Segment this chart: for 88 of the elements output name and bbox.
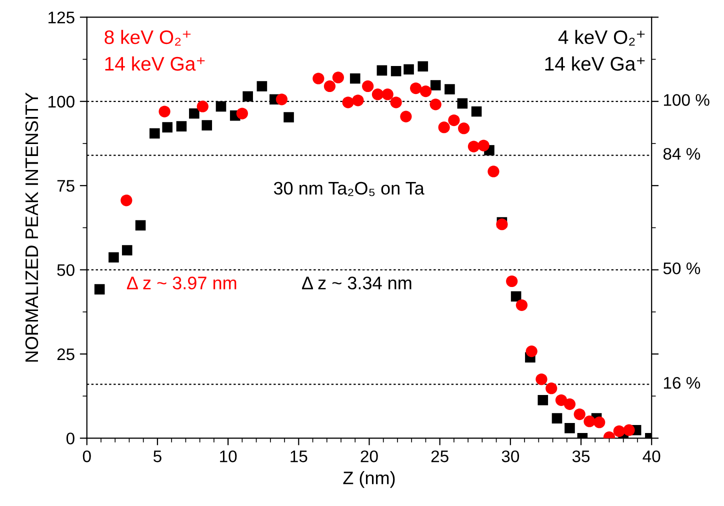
- point: [516, 299, 528, 311]
- point: [418, 61, 428, 72]
- point: [594, 416, 606, 428]
- point: [342, 96, 354, 108]
- ref-line-label: 84 %: [663, 148, 700, 160]
- point: [390, 66, 402, 76]
- point: [372, 88, 384, 100]
- point: [448, 114, 460, 126]
- annotation: Δ z ~ 3.97 nm: [126, 276, 236, 290]
- x-tick-label: 35: [572, 450, 590, 462]
- point: [506, 275, 518, 288]
- point: [350, 73, 360, 84]
- series-label: 8 keV O₂⁺ 14 keV Ga⁺: [104, 30, 205, 71]
- point: [552, 413, 562, 424]
- point: [546, 382, 558, 394]
- point: [574, 408, 586, 420]
- x-tick-label: 10: [220, 450, 237, 462]
- point: [430, 80, 441, 90]
- point: [457, 98, 468, 109]
- point: [478, 140, 490, 152]
- text: 4 keV O₂⁺ 14 keV Ga⁺: [545, 30, 645, 71]
- point: [376, 65, 388, 76]
- point: [564, 422, 575, 434]
- point: [216, 101, 226, 112]
- point: [135, 220, 146, 230]
- x-tick-label: 0: [82, 450, 91, 462]
- point: [332, 72, 344, 84]
- y-tick-label: 50: [57, 264, 74, 276]
- point: [94, 284, 105, 294]
- point: [444, 84, 455, 94]
- ref-line-label: 16 %: [664, 376, 700, 389]
- x-axis-title: Z (nm): [343, 471, 395, 488]
- y-tick-label: 0: [66, 432, 74, 444]
- point: [284, 112, 294, 122]
- y-tick-label: 25: [57, 348, 74, 360]
- x-tick-label: 5: [154, 450, 162, 462]
- point: [496, 218, 508, 230]
- point: [430, 98, 442, 110]
- point: [390, 96, 402, 108]
- point: [162, 122, 173, 132]
- point: [420, 85, 432, 98]
- point: [122, 245, 132, 256]
- y-tick-label: 125: [48, 12, 74, 24]
- point: [276, 94, 288, 106]
- point: [400, 110, 412, 122]
- point: [362, 80, 374, 92]
- point: [189, 108, 200, 119]
- annotation: 30 nm Ta₂O₅ on Ta: [274, 182, 424, 196]
- point: [256, 81, 268, 92]
- x-tick-label: 25: [431, 450, 448, 462]
- y-tick-label: 100: [48, 96, 74, 108]
- point: [120, 194, 132, 206]
- point: [510, 291, 522, 302]
- x-tick-label: 15: [290, 450, 308, 462]
- point: [324, 80, 336, 92]
- point: [488, 166, 500, 178]
- point: [564, 398, 576, 410]
- point: [382, 88, 394, 100]
- point: [410, 82, 422, 94]
- point: [352, 94, 364, 106]
- point: [196, 100, 208, 112]
- ref-line-label: 100 %: [664, 94, 710, 106]
- point: [108, 252, 119, 262]
- point: [202, 120, 212, 130]
- point: [536, 373, 548, 386]
- point: [471, 106, 482, 117]
- point: [623, 424, 635, 436]
- point: [538, 394, 548, 406]
- point: [149, 128, 160, 139]
- point: [242, 91, 253, 102]
- ref-line-label: 50 %: [663, 262, 700, 274]
- point: [176, 121, 187, 132]
- y-axis-title: NORMALIZED PEAK INTENSITY: [25, 92, 38, 362]
- x-tick-label: 30: [502, 450, 520, 462]
- point: [468, 140, 480, 152]
- point: [404, 64, 414, 75]
- point: [158, 106, 170, 118]
- annotation: Δ z ~ 3.34 nm: [302, 276, 412, 290]
- y-tick-label: 75: [57, 180, 74, 192]
- point: [584, 416, 596, 428]
- x-tick-label: 40: [642, 450, 660, 462]
- point: [236, 108, 248, 120]
- x-tick-label: 20: [360, 450, 378, 462]
- point: [526, 345, 538, 358]
- point: [458, 122, 470, 134]
- point: [438, 122, 450, 134]
- point: [613, 425, 625, 437]
- point: [312, 72, 324, 84]
